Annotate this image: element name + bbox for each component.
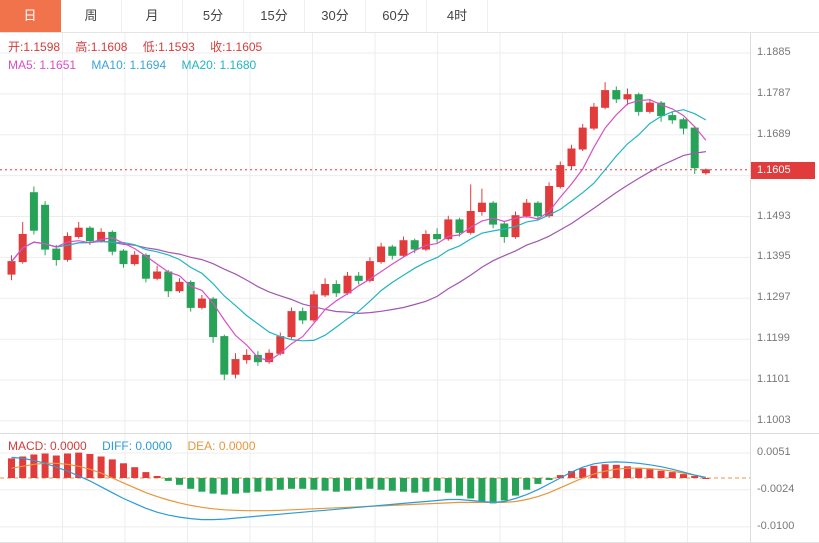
timeframe-toolbar: 日 周 月 5分 15分 30分 60分 4时 [0,0,819,33]
tab-5min[interactable]: 5分 [183,0,244,32]
ohlc-open: 开:1.1598 [8,40,60,54]
dea-pair: DEA: 0.0000 [187,439,255,453]
price-axis-label: 1.1493 [757,210,791,222]
tab-month[interactable]: 月 [122,0,183,32]
ma-info: MA5: 1.1651 MA10: 1.1694 MA20: 1.1680 [8,58,268,72]
close-label: 收: [210,40,226,54]
ma10-value: 1.1694 [129,58,167,72]
ma20-label: MA20: [181,58,217,72]
price-axis-label: 1.1395 [757,250,791,262]
macd-info: MACD: 0.0000 DIFF: 0.0000 DEA: 0.0000 [8,439,268,453]
ma10-label: MA10: [91,58,127,72]
tab-week[interactable]: 周 [61,0,122,32]
ohlc-high: 高:1.1608 [75,40,127,54]
price-axis: 1.18851.17871.16891.15911.14931.13951.12… [751,33,819,542]
diff-label: DIFF: [102,439,133,453]
price-axis-label: 1.1787 [757,87,791,99]
ma10-info: MA10: 1.1694 [91,58,166,72]
price-axis-label: 1.1297 [757,291,791,303]
diff-pair: DIFF: 0.0000 [102,439,172,453]
high-value: 1.1608 [90,40,128,54]
close-value: 1.1605 [225,40,263,54]
price-axis-label: 1.1003 [757,414,791,426]
ma5-label: MA5: [8,58,37,72]
ohlc-low: 低:1.1593 [143,40,195,54]
price-axis-label: 1.1689 [757,128,791,140]
ma5-value: 1.1651 [39,58,77,72]
chart-area: 开:1.1598 高:1.1608 低:1.1593 收:1.1605 MA5:… [0,33,819,543]
dea-value: 0.0000 [218,439,256,453]
low-label: 低: [142,40,159,54]
macd-value: 0.0000 [50,439,87,453]
ohlc-info: 开:1.1598 高:1.1608 低:1.1593 收:1.1605 [8,38,274,55]
candlestick-chart[interactable] [0,33,750,433]
macd-pair: MACD: 0.0000 [8,439,87,453]
open-label: 开: [8,40,24,54]
panel-separator [0,433,819,434]
ma5-info: MA5: 1.1651 [8,58,76,72]
macd-axis-label: -0.0024 [757,483,795,495]
tab-day[interactable]: 日 [0,0,61,32]
current-price-tag: 1.1605 [751,162,815,179]
tab-60min[interactable]: 60分 [366,0,427,32]
open-value: 1.1598 [23,40,61,54]
price-axis-label: 1.1885 [757,46,791,58]
tab-4hour[interactable]: 4时 [427,0,488,32]
macd-axis-label: 0.0051 [757,446,791,458]
ohlc-close: 收:1.1605 [210,40,262,54]
diff-value: 0.0000 [135,439,173,453]
ma20-value: 1.1680 [219,58,257,72]
macd-chart[interactable] [0,433,750,543]
tab-30min[interactable]: 30分 [305,0,366,32]
tab-15min[interactable]: 15分 [244,0,305,32]
price-axis-label: 1.1101 [757,373,790,385]
price-axis-label: 1.1199 [757,332,790,344]
low-value: 1.1593 [158,40,195,54]
dea-label: DEA: [187,439,216,453]
macd-label: MACD: [8,439,47,453]
axis-border [750,33,751,542]
macd-axis-label: -0.0100 [757,520,795,532]
ma20-info: MA20: 1.1680 [181,58,256,72]
high-label: 高: [75,40,91,54]
